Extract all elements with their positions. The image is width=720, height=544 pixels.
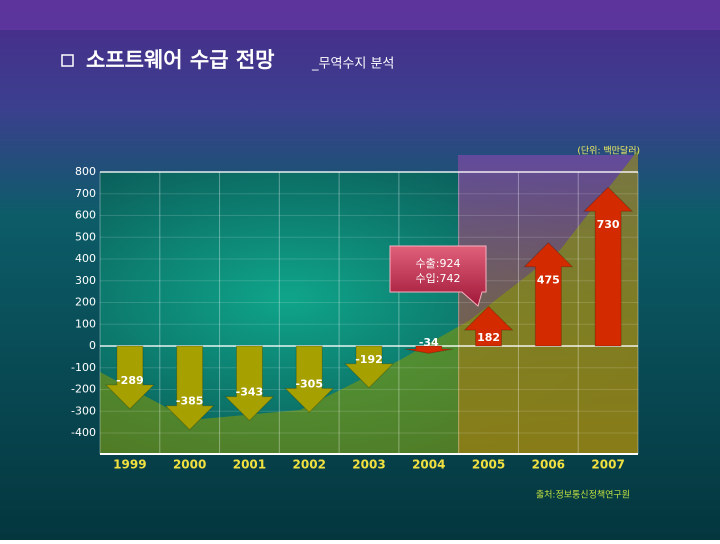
top-band <box>0 0 720 30</box>
value-label: -305 <box>295 377 323 390</box>
x-tick-label: 1999 <box>113 458 146 472</box>
title: 소프트웨어 수급 전망 <box>86 48 275 72</box>
callout <box>389 245 487 307</box>
value-label: 182 <box>477 331 500 344</box>
value-label: -343 <box>236 386 264 399</box>
y-tick-label: 800 <box>75 165 96 178</box>
y-tick-label: 100 <box>75 317 96 330</box>
unit-note: (단위: 백만달러) <box>577 145 640 157</box>
bullet <box>61 54 74 67</box>
x-tick-label: 2005 <box>472 458 505 472</box>
arrow-bar <box>582 186 634 347</box>
x-tick-label: 2001 <box>233 458 266 472</box>
arrow-bar <box>164 345 215 431</box>
y-tick-label: -100 <box>71 361 96 374</box>
y-tick-label: -200 <box>71 383 96 396</box>
x-tick-label: 2003 <box>352 458 385 472</box>
value-label: 730 <box>597 218 620 231</box>
y-tick-label: 600 <box>75 209 96 222</box>
value-label: 475 <box>537 274 560 287</box>
source: 출처:정보통신정책연구원 <box>536 489 630 501</box>
arrow-bar <box>343 345 395 389</box>
x-tick-label: 2007 <box>591 458 624 472</box>
annotation: 수입:742 <box>416 272 461 285</box>
y-tick-label: 700 <box>75 187 96 200</box>
arrow-bar <box>523 241 574 347</box>
y-tick-label: -400 <box>71 426 96 439</box>
arrow-bar <box>404 345 453 354</box>
y-tick-label: 500 <box>75 230 96 243</box>
trend-area <box>100 150 638 454</box>
chart: -400 -300 -200 -100 0 100 200 300 400 500 600 700 80… <box>71 165 639 472</box>
x-tick-label: 2006 <box>532 458 565 472</box>
value-label: -289 <box>116 374 144 387</box>
arrow-bar <box>224 345 275 422</box>
arrow-bar <box>463 305 514 347</box>
arrow-bar <box>104 345 156 410</box>
y-tick-label: 0 <box>89 339 96 352</box>
value-label: -34 <box>419 336 439 349</box>
x-tick-label: 2000 <box>173 458 206 472</box>
x-tick-label: 2004 <box>412 458 445 472</box>
y-tick-label: 200 <box>75 296 96 309</box>
value-label: -385 <box>176 395 204 408</box>
y-tick-label: 400 <box>75 252 96 265</box>
x-tick-label: 2002 <box>293 458 326 472</box>
y-tick-label: -300 <box>71 404 96 417</box>
value-label: -192 <box>355 353 383 366</box>
y-tick-label: 300 <box>75 274 96 287</box>
arrow-bar <box>284 345 335 414</box>
subtitle: _무역수지 분석 <box>311 57 394 72</box>
annotation: 수출:924 <box>416 257 461 270</box>
